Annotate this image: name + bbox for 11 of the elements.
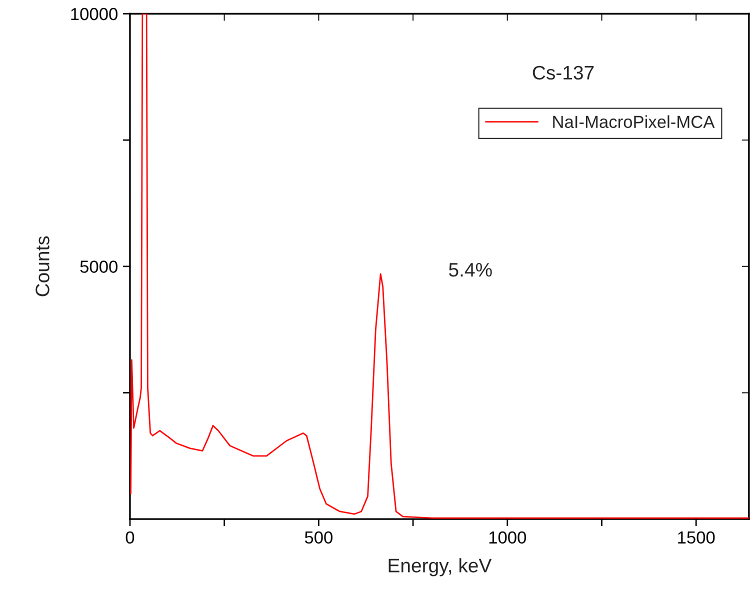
legend-label: NaI-MacroPixel-MCA — [553, 115, 715, 128]
y-tick-label: 5000 — [80, 260, 118, 273]
x-axis-title: Energy, keV — [388, 558, 492, 576]
y-tick-label: 10000 — [71, 8, 118, 20]
x-tick-label: 1000 — [489, 531, 526, 544]
x-tick-label: 1500 — [678, 531, 715, 544]
x-tick-label: 0 — [126, 531, 134, 544]
x-tick-label: 500 — [304, 531, 332, 544]
annotation: Cs-137 — [532, 66, 594, 80]
annotation: 5.4% — [449, 263, 492, 277]
y-axis-title: Counts — [36, 236, 50, 296]
